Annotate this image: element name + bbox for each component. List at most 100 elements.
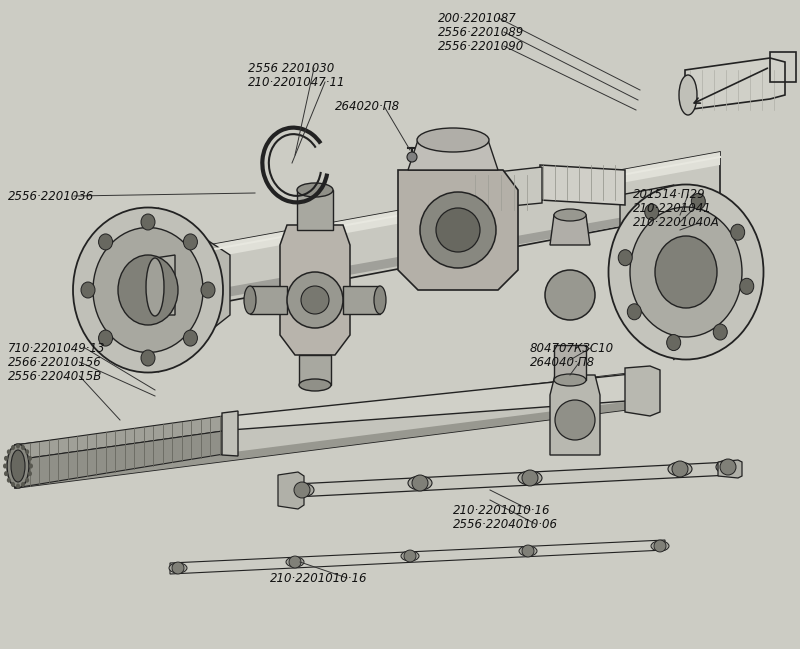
Ellipse shape <box>93 228 203 352</box>
Ellipse shape <box>716 460 740 474</box>
Ellipse shape <box>169 563 187 573</box>
Text: 804707КЗС10: 804707КЗС10 <box>530 341 614 354</box>
Polygon shape <box>550 375 600 455</box>
Ellipse shape <box>28 471 32 476</box>
Circle shape <box>301 286 329 314</box>
Ellipse shape <box>299 379 331 391</box>
Ellipse shape <box>401 551 419 561</box>
Polygon shape <box>15 372 640 488</box>
Polygon shape <box>625 366 660 416</box>
Ellipse shape <box>81 282 95 298</box>
Ellipse shape <box>554 374 586 386</box>
Circle shape <box>720 459 736 475</box>
Polygon shape <box>15 372 640 453</box>
Polygon shape <box>408 140 498 170</box>
Polygon shape <box>554 345 586 380</box>
Circle shape <box>436 208 480 252</box>
Ellipse shape <box>16 484 20 489</box>
Polygon shape <box>15 400 640 488</box>
Text: 2556·2204015В: 2556·2204015В <box>8 369 102 382</box>
Ellipse shape <box>183 330 198 346</box>
Polygon shape <box>297 190 333 230</box>
Text: 210·2201010·16: 210·2201010·16 <box>453 504 550 517</box>
Ellipse shape <box>11 445 15 450</box>
Ellipse shape <box>645 204 658 220</box>
Ellipse shape <box>668 462 692 476</box>
Text: 2556·2201089: 2556·2201089 <box>438 25 524 38</box>
Circle shape <box>654 540 666 552</box>
Ellipse shape <box>25 478 29 483</box>
Text: 210·2201047·11: 210·2201047·11 <box>248 75 346 88</box>
Ellipse shape <box>554 209 586 221</box>
Ellipse shape <box>11 450 25 482</box>
Ellipse shape <box>519 546 537 556</box>
Ellipse shape <box>730 224 745 240</box>
Circle shape <box>555 400 595 440</box>
Ellipse shape <box>297 183 333 197</box>
Circle shape <box>289 556 301 568</box>
Text: 2556·2204010·06: 2556·2204010·06 <box>453 517 558 530</box>
Ellipse shape <box>21 445 25 450</box>
Ellipse shape <box>7 478 11 483</box>
Ellipse shape <box>4 456 8 461</box>
Ellipse shape <box>21 482 25 487</box>
Circle shape <box>672 461 688 477</box>
Polygon shape <box>280 225 350 355</box>
Polygon shape <box>295 462 730 497</box>
Text: 210·2201040А: 210·2201040А <box>633 217 720 230</box>
Text: 2556 2201030: 2556 2201030 <box>248 62 334 75</box>
Polygon shape <box>278 472 304 509</box>
Text: 210·2201041: 210·2201041 <box>633 202 712 215</box>
Polygon shape <box>222 411 238 456</box>
Circle shape <box>420 192 496 268</box>
Ellipse shape <box>408 476 432 490</box>
Polygon shape <box>718 460 742 478</box>
Polygon shape <box>155 152 720 268</box>
Polygon shape <box>540 165 625 205</box>
Ellipse shape <box>290 483 314 497</box>
Circle shape <box>522 470 538 486</box>
Text: 201514·П29: 201514·П29 <box>633 188 706 201</box>
Ellipse shape <box>16 443 20 448</box>
Circle shape <box>294 482 310 498</box>
Ellipse shape <box>7 449 11 454</box>
Text: 2566·22010156: 2566·22010156 <box>8 356 102 369</box>
Ellipse shape <box>98 234 113 250</box>
Ellipse shape <box>286 557 304 567</box>
Polygon shape <box>343 286 380 314</box>
Ellipse shape <box>141 214 155 230</box>
Ellipse shape <box>374 286 386 314</box>
Text: 264020·П8: 264020·П8 <box>335 101 400 114</box>
Polygon shape <box>620 185 674 360</box>
Polygon shape <box>299 355 331 385</box>
Ellipse shape <box>146 258 164 316</box>
Ellipse shape <box>98 330 113 346</box>
Text: 264040·П8: 264040·П8 <box>530 356 595 369</box>
Ellipse shape <box>118 255 178 325</box>
Text: 710·2201049·13: 710·2201049·13 <box>8 341 106 354</box>
Polygon shape <box>155 255 175 315</box>
Ellipse shape <box>417 128 489 152</box>
Ellipse shape <box>609 184 763 360</box>
Polygon shape <box>15 415 230 460</box>
Ellipse shape <box>651 541 669 551</box>
Ellipse shape <box>28 456 32 461</box>
Ellipse shape <box>630 207 742 337</box>
Polygon shape <box>230 373 640 430</box>
Ellipse shape <box>679 75 697 115</box>
Circle shape <box>522 545 534 557</box>
Ellipse shape <box>3 463 7 469</box>
Ellipse shape <box>740 278 754 294</box>
Circle shape <box>404 550 416 562</box>
Polygon shape <box>250 286 287 314</box>
Polygon shape <box>398 170 518 290</box>
Ellipse shape <box>141 350 155 366</box>
Polygon shape <box>470 167 542 210</box>
Ellipse shape <box>714 324 727 340</box>
Ellipse shape <box>73 208 223 373</box>
Circle shape <box>545 270 595 320</box>
Polygon shape <box>15 430 230 488</box>
Ellipse shape <box>25 449 29 454</box>
Ellipse shape <box>518 471 542 485</box>
Ellipse shape <box>11 482 15 487</box>
